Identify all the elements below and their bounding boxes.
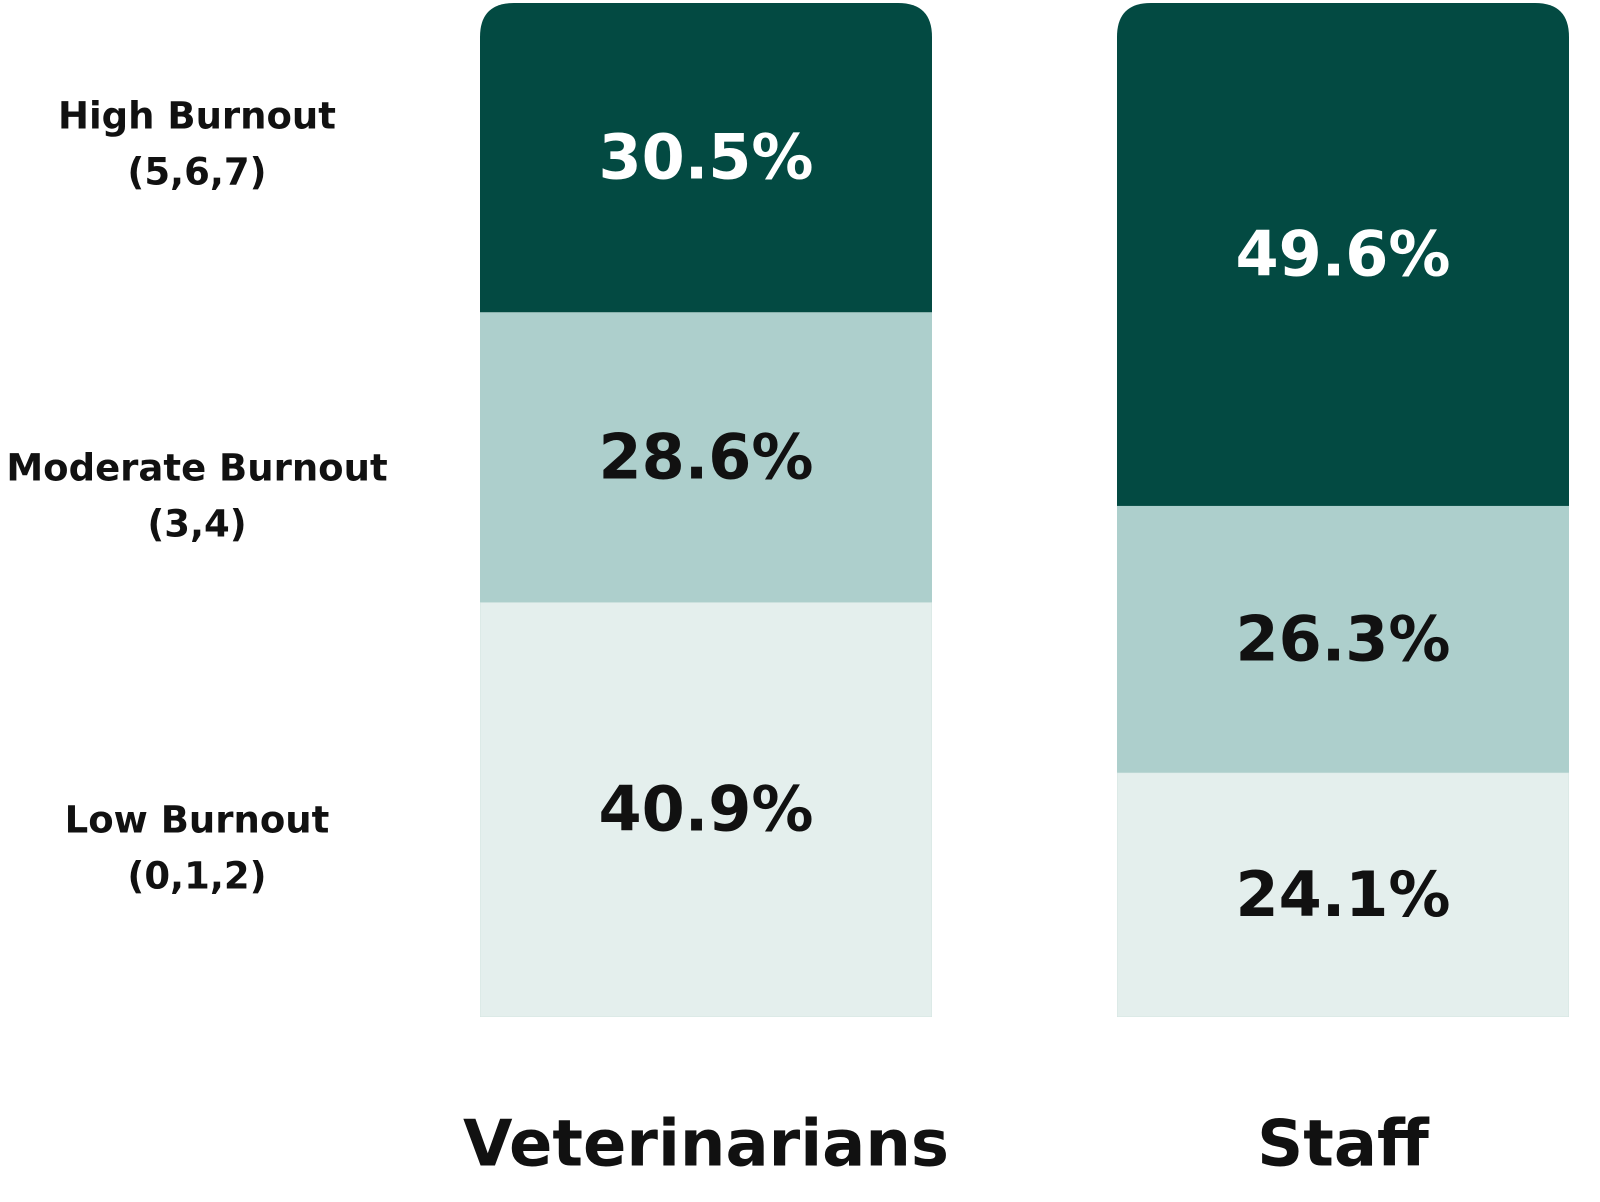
bars-group: 40.9% 28.6% 30.5% 24.1% 26.3% 49.6% [480,3,1569,1017]
bar-segment-low-veterinarians [480,601,932,1017]
data-label-high-veterinarians: 30.5% [598,121,813,194]
row-label-low-burnout: Low Burnout (0,1,2) [65,799,330,898]
category-labels: Veterinarians Staff [463,1108,1430,1182]
bar-veterinarians: 40.9% 28.6% 30.5% [480,3,932,1017]
data-label-low-staff: 24.1% [1235,858,1450,931]
data-label-moderate-staff: 26.3% [1235,602,1450,675]
category-label-veterinarians: Veterinarians [463,1108,949,1182]
bar-staff: 24.1% 26.3% 49.6% [1117,3,1569,1017]
bar-segment-high-veterinarians [480,3,932,313]
data-label-high-staff: 49.6% [1235,218,1450,291]
burnout-level-labels: Low Burnout (0,1,2) Moderate Burnout (3,4) H… [6,95,387,898]
bar-segment-moderate-veterinarians [480,312,932,603]
data-label-moderate-veterinarians: 28.6% [598,420,813,493]
bar-segment-moderate-staff [1117,505,1569,773]
category-label-staff: Staff [1257,1108,1430,1182]
bar-segment-high-staff [1117,3,1569,506]
row-label-high-burnout: High Burnout (5,6,7) [58,95,336,194]
row-label-moderate-burnout: Moderate Burnout (3,4) [6,447,387,546]
data-label-low-veterinarians: 40.9% [598,773,813,846]
